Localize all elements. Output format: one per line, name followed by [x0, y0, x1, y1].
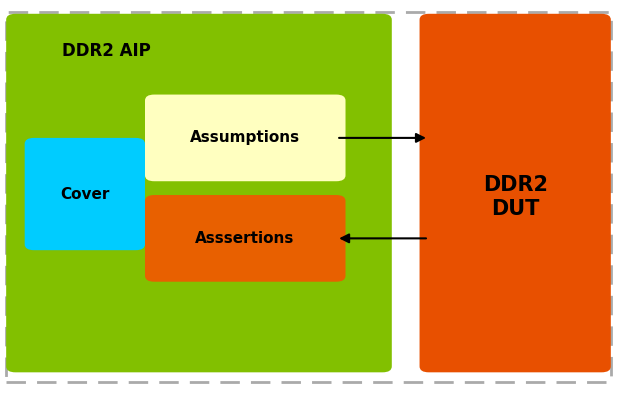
- FancyBboxPatch shape: [6, 14, 392, 372]
- Text: Cover: Cover: [60, 187, 109, 202]
- FancyBboxPatch shape: [420, 14, 611, 372]
- FancyBboxPatch shape: [145, 195, 346, 282]
- Text: Asssertions: Asssertions: [195, 231, 295, 246]
- Text: DDR2
DUT: DDR2 DUT: [482, 175, 548, 219]
- Text: Assumptions: Assumptions: [190, 130, 300, 145]
- Text: DDR2 AIP: DDR2 AIP: [62, 42, 151, 60]
- FancyBboxPatch shape: [145, 95, 346, 181]
- FancyBboxPatch shape: [25, 138, 145, 250]
